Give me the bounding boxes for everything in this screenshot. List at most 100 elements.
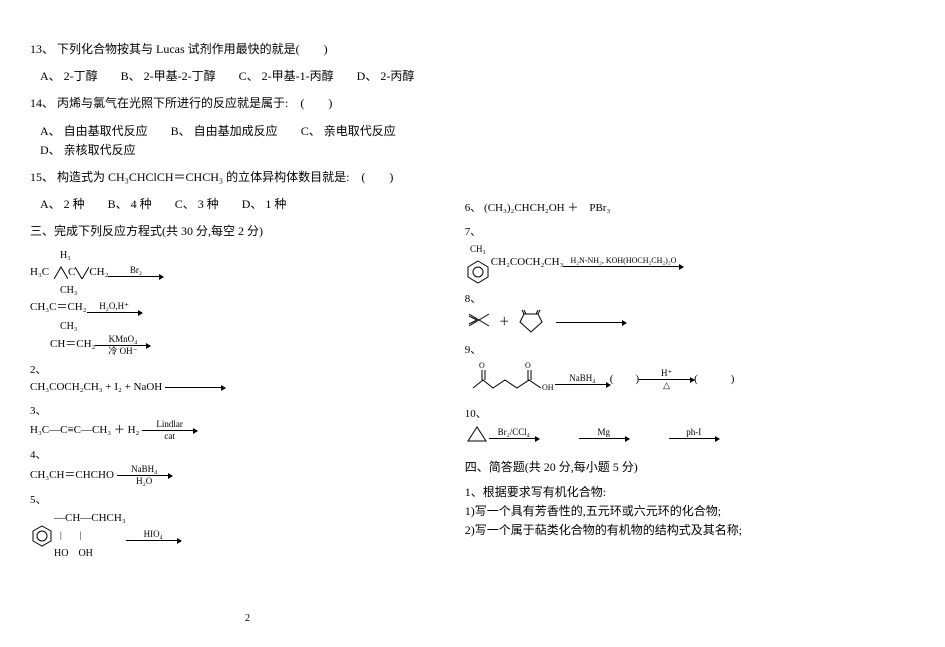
q13-options: A、 2-丁醇 B、 2-甲基-2-丁醇 C、 2-甲基-1-丙醇 D、 2-丙…: [30, 67, 435, 86]
benzene-icon: [30, 524, 54, 548]
q14-opt-c: C、 亲电取代反应: [301, 122, 396, 141]
q14-opt-d: D、 亲核取代反应: [40, 141, 136, 160]
angle-icon: [54, 265, 68, 279]
svg-text:OH: OH: [542, 383, 554, 392]
r10-reag1: Br₂/CCl₄: [489, 428, 539, 437]
cyclopropane-icon: [465, 424, 489, 444]
r2-eq: CH₃COCH₂CH₃ + I₂ + NaOH: [30, 381, 162, 393]
r5-oh1: HO: [54, 548, 68, 559]
r10-reag3: ph-I: [669, 428, 719, 437]
s4-q1b: 2)写一个属于萜类化合物的有机物的结构式及其名称;: [465, 521, 915, 540]
r3-reactant: H₃C—C≡C—CH₃ ＋ H₂: [30, 425, 139, 437]
q13-opt-b: B、 2-甲基-2-丁醇: [121, 67, 216, 86]
r5-oh2: OH: [78, 548, 92, 559]
svg-text:O: O: [525, 361, 531, 370]
r6-num: 6、: [465, 202, 482, 214]
r9-blank1: ( ): [610, 371, 639, 389]
r9-reag2: H⁺: [639, 369, 694, 378]
reaction-2: 2、 CH₃COCH₂CH₃ + I₂ + NaOH: [30, 362, 435, 397]
arrow-icon: [87, 312, 142, 313]
r4-reag-bot: H₂O: [117, 477, 172, 486]
right-column: 6、 (CH₃)₂CHCH₂OH ＋ PBr₃ 7、 CH₃ CH₂COCH₂C…: [455, 40, 915, 607]
question-14: 14、 丙烯与氯气在光照下所进行的反应就是属于: ( ): [30, 94, 435, 113]
r1-l3-mid: CH₃: [30, 319, 435, 335]
r5-sub: —CH—CHCH₃: [54, 512, 126, 524]
left-column: 13、 下列化合物按其与 Lucas 试剂作用最快的就是( ) A、 2-丁醇 …: [30, 40, 455, 607]
q14-text: 丙烯与氯气在光照下所进行的反应就是属于: ( ): [57, 96, 332, 110]
reaction-5: 5、 —CH—CHCH₃ | | HO OH HIO₄: [30, 492, 435, 562]
r1-l1-right: CH₂: [89, 264, 108, 282]
reaction-9: 9、 O O OH NaBH₄ ( ) H⁺ △ ( ): [465, 342, 915, 400]
r4-reactant: CH₃CH＝CHCHO: [30, 469, 114, 481]
q13-num: 13、: [30, 42, 54, 56]
r5-num: 5、: [30, 492, 435, 510]
maleic-anhydride-icon: [516, 308, 546, 336]
q15-opt-c: C、 3 种: [175, 195, 219, 214]
question-15: 15、 构造式为 CH₃CHClCH＝CHCH₃ 的立体异构体数目就是: ( ): [30, 168, 435, 187]
r9-reag1: NaBH₄: [555, 374, 610, 383]
reaction-4: 4、 CH₃CH＝CHCHO NaBH₄ H₂O: [30, 447, 435, 486]
question-13: 13、 下列化合物按其与 Lucas 试剂作用最快的就是( ): [30, 40, 435, 59]
r7-ch3: CH₃: [470, 244, 486, 254]
r1-l2-left: CH₃C＝CH₂: [30, 299, 87, 317]
r1-h3: H₃: [30, 248, 435, 264]
q13-opt-a: A、 2-丁醇: [40, 67, 98, 86]
benzene-icon: [465, 259, 491, 285]
r1-reag-h2o: H₂O,H⁺: [87, 302, 142, 311]
q15-num: 15、: [30, 170, 54, 184]
r1-l1-left: H₃C: [30, 264, 54, 282]
reaction-10: 10、 Br₂/CCl₄ Mg ph-I: [465, 406, 915, 444]
r1-mid: CH₃: [30, 283, 435, 299]
reaction-3: 3、 H₃C—C≡C—CH₃ ＋ H₂ Lindlar cat: [30, 403, 435, 442]
r7-reag: H₂N-NH₂, KOH(HOCH₂CH₂)₂O: [563, 257, 683, 265]
arrow-icon: [117, 475, 172, 476]
r1-l1-c: C: [68, 264, 75, 282]
q13-text: 下列化合物按其与 Lucas 试剂作用最快的就是( ): [57, 42, 328, 56]
r3-reag-top: Lindlar: [142, 420, 197, 429]
arrow-icon: [142, 430, 197, 431]
q15-opt-a: A、 2 种: [40, 195, 85, 214]
r9-num: 9、: [465, 342, 915, 360]
q15-options: A、 2 种 B、 4 种 C、 3 种 D、 1 种: [30, 195, 435, 214]
q14-options: A、 自由基取代反应 B、 自由基加成反应 C、 亲电取代反应 D、 亲核取代反…: [30, 122, 435, 160]
reaction-6: 6、 (CH₃)₂CHCH₂OH ＋ PBr₃: [465, 200, 915, 218]
s4-q1: 1、根据要求写有机化合物:: [465, 483, 915, 502]
reaction-7: 7、 CH₃ CH₂COCH₂CH₃ H₂N-NH₂, KOH(HOCH₂CH₂…: [465, 224, 915, 285]
r10-num: 10、: [465, 406, 915, 424]
arrow-icon: [95, 345, 150, 346]
r5-reag: HIO₄: [126, 530, 181, 539]
r1-reag-oh: 冷 OH⁻: [95, 347, 150, 356]
arrow-icon: [639, 379, 694, 380]
section-4-title: 四、简答题(共 20 分,每小题 5 分): [465, 458, 915, 477]
r1-reag-br2: Br₂: [108, 266, 163, 275]
r4-num: 4、: [30, 447, 435, 465]
arrow-icon: [108, 276, 163, 277]
arrow-icon: [563, 266, 683, 267]
s4-q1a: 1)写一个具有芳香性的,五元环或六元环的化合物;: [465, 502, 915, 521]
r7-side: CH₂COCH₂CH₃: [491, 254, 564, 272]
q14-opt-b: B、 自由基加成反应: [171, 122, 278, 141]
q14-opt-a: A、 自由基取代反应: [40, 122, 148, 141]
r9-blank2: ( ): [694, 371, 734, 389]
diene-icon: [465, 308, 493, 336]
arrow-icon: [165, 387, 225, 388]
r7-num: 7、: [465, 224, 915, 242]
q15-opt-d: D、 1 种: [242, 195, 287, 214]
q15-opt-b: B、 4 种: [108, 195, 152, 214]
q14-num: 14、: [30, 96, 54, 110]
arrow-icon: [556, 322, 626, 323]
arrow-icon: [669, 438, 719, 439]
arrow-icon: [126, 540, 181, 541]
section-3-title: 三、完成下列反应方程式(共 30 分,每空 2 分): [30, 222, 435, 241]
r10-reag2: Mg: [579, 428, 629, 437]
q15-text: 构造式为 CH₃CHClCH＝CHCH₃ 的立体异构体数目就是: ( ): [57, 170, 393, 184]
arrow-icon: [555, 384, 610, 385]
r3-num: 3、: [30, 403, 435, 421]
reaction-1: H₃ H₃C C CH₂ Br₂ CH₃ CH₃C＝CH₂ H₂O,H⁺ CH₃…: [30, 248, 435, 356]
q13-opt-c: C、 2-甲基-1-丙醇: [239, 67, 334, 86]
r3-reag-bot: cat: [142, 432, 197, 441]
page-number: 2: [245, 611, 250, 627]
keto-acid-icon: O O OH: [465, 360, 555, 400]
angle-icon: [75, 265, 89, 279]
r4-reag-top: NaBH₄: [117, 465, 172, 474]
